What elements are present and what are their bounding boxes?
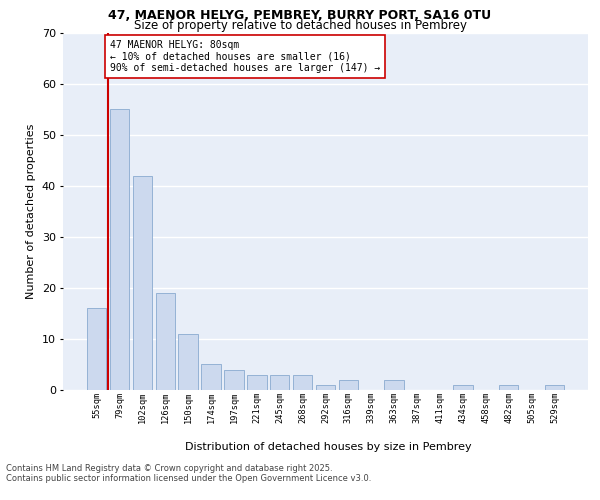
Text: Contains public sector information licensed under the Open Government Licence v3: Contains public sector information licen… xyxy=(6,474,371,483)
Text: 47 MAENOR HELYG: 80sqm
← 10% of detached houses are smaller (16)
90% of semi-det: 47 MAENOR HELYG: 80sqm ← 10% of detached… xyxy=(110,40,380,74)
Bar xyxy=(545,385,564,390)
Bar xyxy=(499,385,518,390)
Bar xyxy=(202,364,221,390)
Bar xyxy=(155,293,175,390)
Bar xyxy=(133,176,152,390)
Bar xyxy=(224,370,244,390)
Text: Distribution of detached houses by size in Pembrey: Distribution of detached houses by size … xyxy=(185,442,472,452)
Text: Contains HM Land Registry data © Crown copyright and database right 2025.: Contains HM Land Registry data © Crown c… xyxy=(6,464,332,473)
Bar xyxy=(385,380,404,390)
Bar xyxy=(453,385,473,390)
Bar xyxy=(87,308,106,390)
Bar xyxy=(316,385,335,390)
Text: 47, MAENOR HELYG, PEMBREY, BURRY PORT, SA16 0TU: 47, MAENOR HELYG, PEMBREY, BURRY PORT, S… xyxy=(109,9,491,22)
Bar xyxy=(293,374,313,390)
Bar xyxy=(110,109,129,390)
Bar xyxy=(247,374,266,390)
Text: Size of property relative to detached houses in Pembrey: Size of property relative to detached ho… xyxy=(133,19,467,32)
Bar xyxy=(338,380,358,390)
Y-axis label: Number of detached properties: Number of detached properties xyxy=(26,124,37,299)
Bar xyxy=(178,334,198,390)
Bar xyxy=(270,374,289,390)
